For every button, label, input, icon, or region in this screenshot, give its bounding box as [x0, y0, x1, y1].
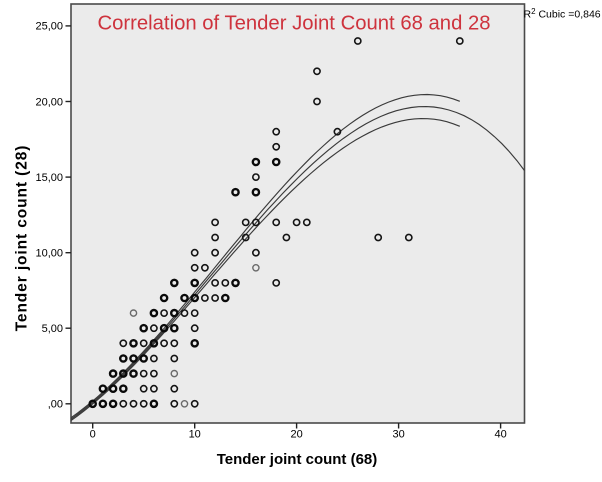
svg-text:30: 30	[392, 429, 404, 441]
svg-text:20: 20	[290, 429, 302, 441]
svg-text:R2 Cubic =0,846: R2 Cubic =0,846	[524, 7, 601, 21]
svg-text:Tender joint count (28): Tender joint count (28)	[14, 145, 31, 332]
svg-text:Correlation of Tender Joint Co: Correlation of Tender Joint Count 68 and…	[97, 13, 490, 35]
svg-text:10,00: 10,00	[35, 247, 63, 259]
svg-text:5,00: 5,00	[42, 323, 63, 335]
svg-text:10: 10	[189, 429, 201, 441]
svg-text:Tender joint count (68): Tender joint count (68)	[217, 451, 378, 468]
svg-text:25,00: 25,00	[35, 21, 63, 33]
svg-text:20,00: 20,00	[35, 96, 63, 108]
svg-text:,00: ,00	[48, 399, 63, 411]
svg-text:0: 0	[90, 429, 96, 441]
svg-text:15,00: 15,00	[35, 172, 63, 184]
svg-text:40: 40	[494, 429, 506, 441]
